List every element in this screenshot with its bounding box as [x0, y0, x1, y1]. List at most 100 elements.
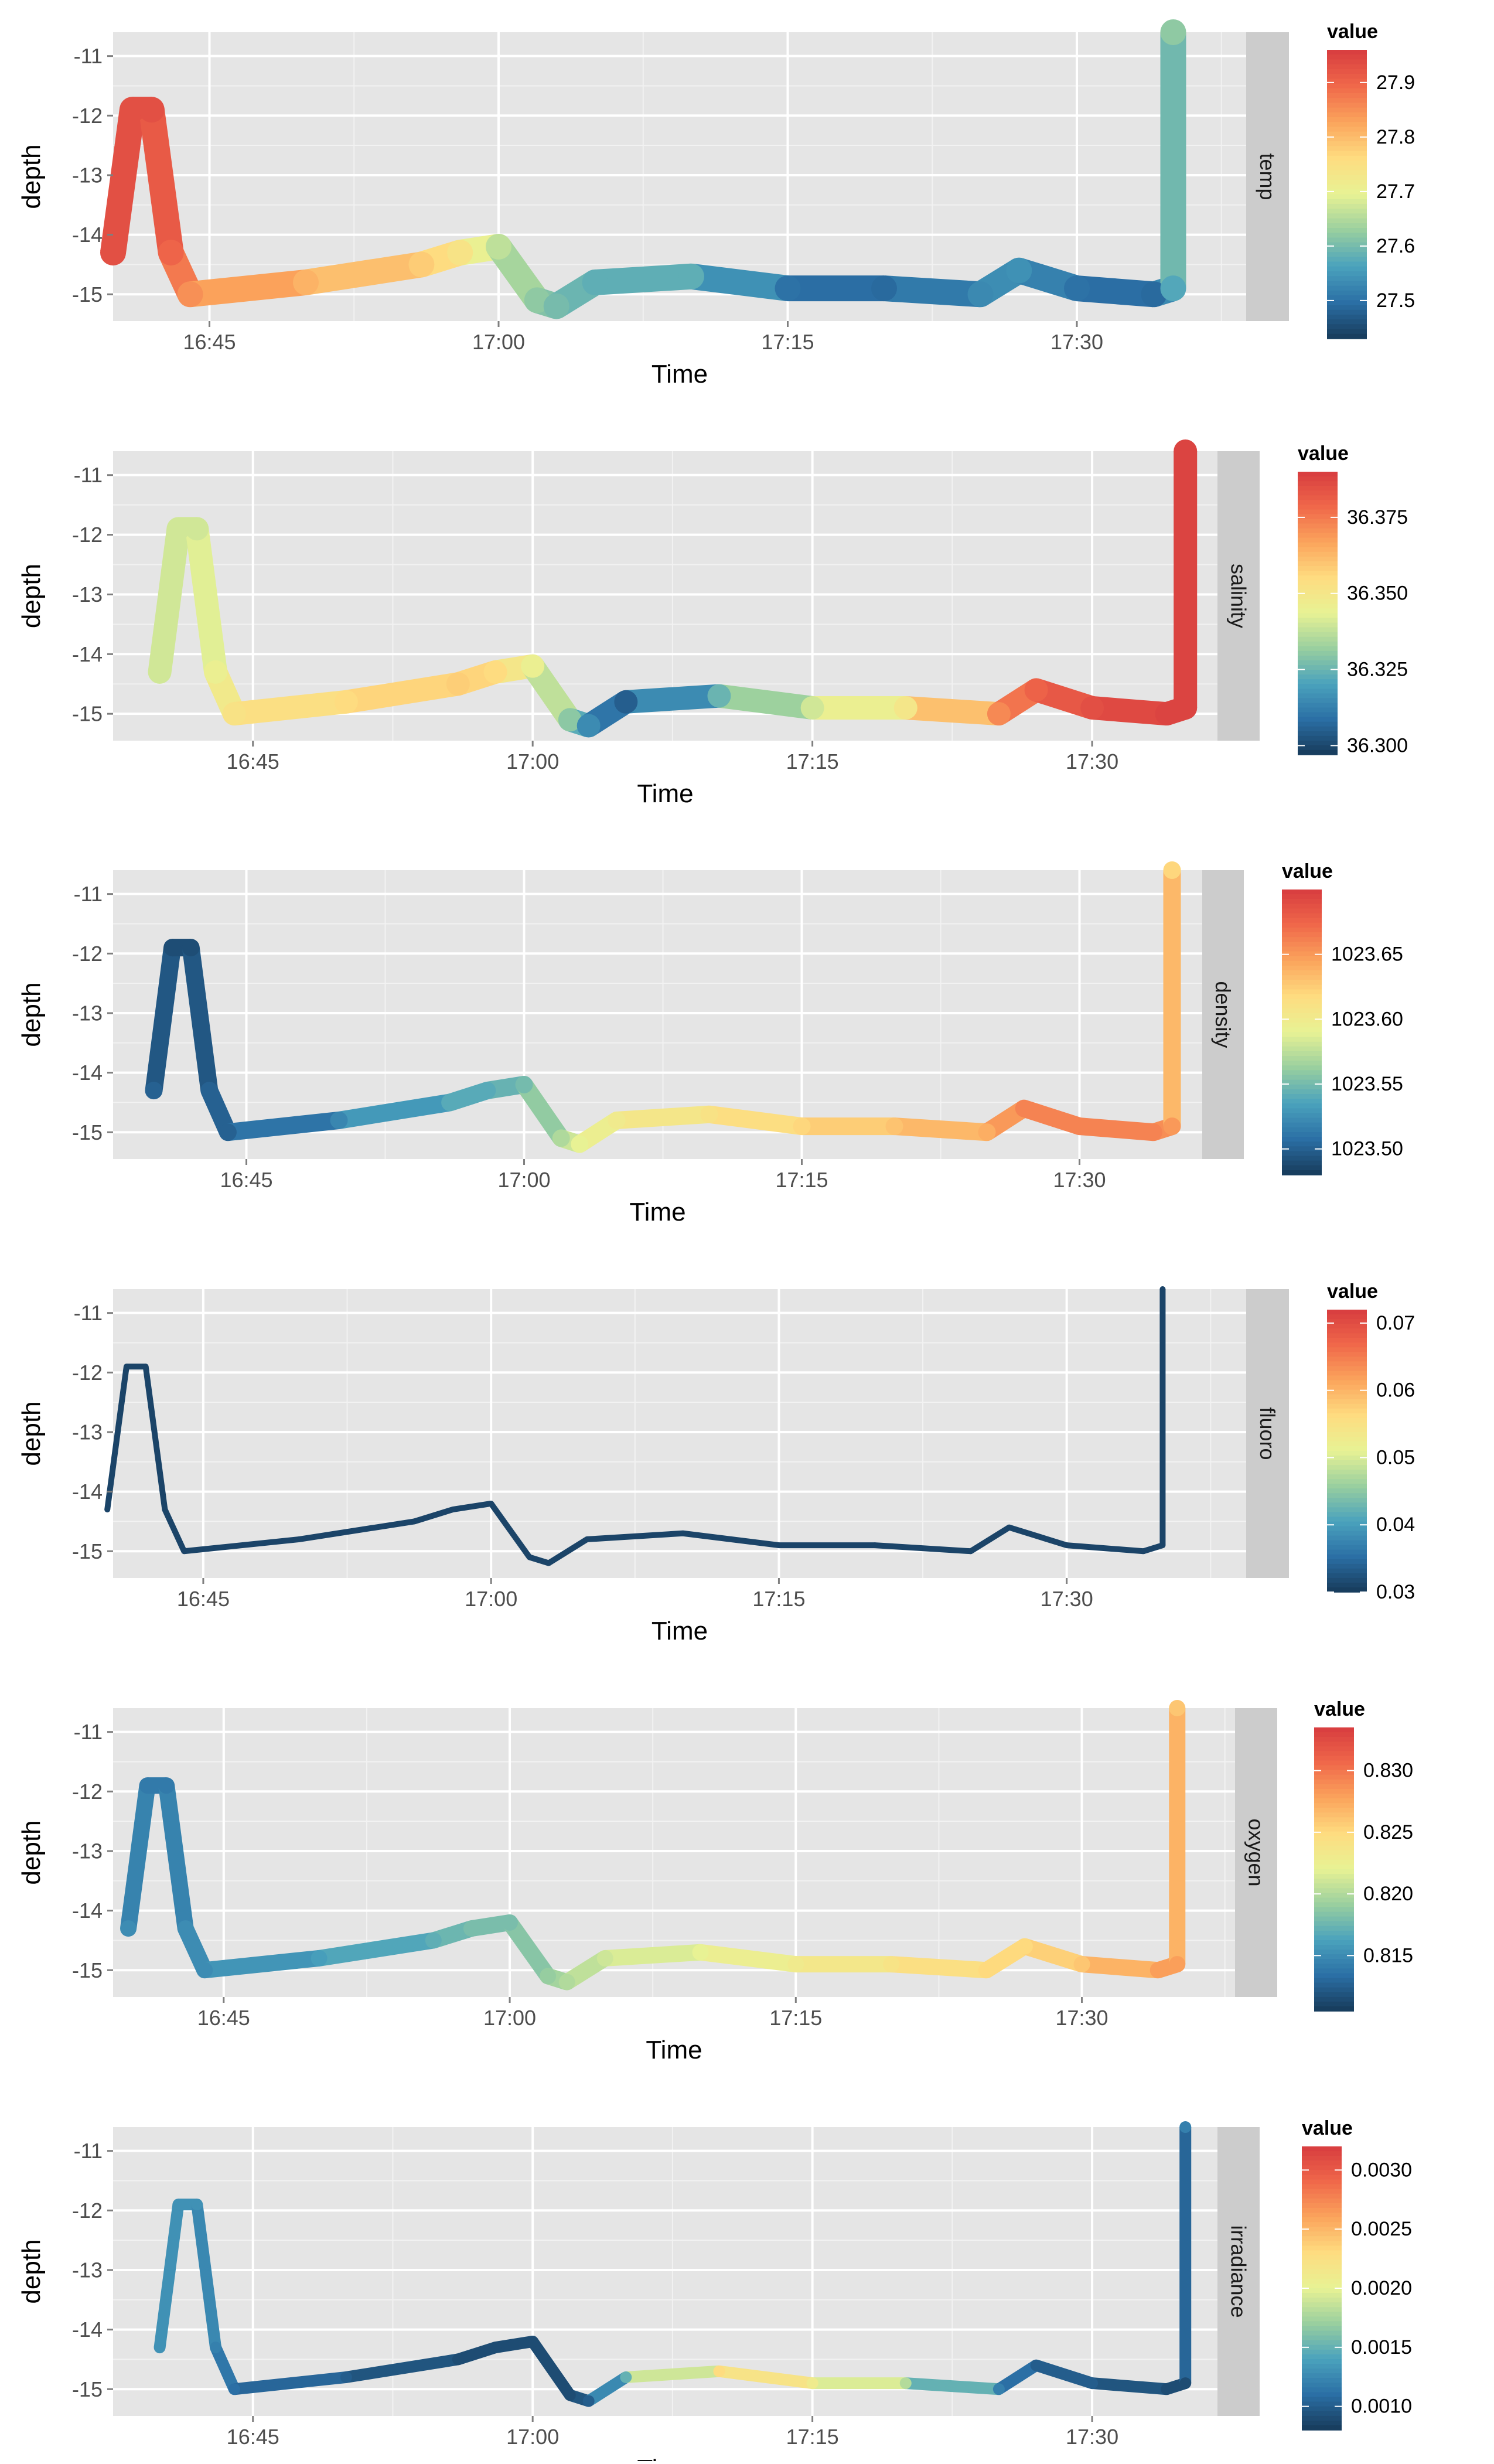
data-point: [196, 1962, 213, 1979]
colorbar-segment: [1282, 1146, 1322, 1152]
colorbar-segment: [1327, 1540, 1367, 1546]
colorbar-segment: [1302, 2250, 1342, 2256]
colorbar-segment: [1282, 1041, 1322, 1047]
legend-tick-label: 0.0020: [1351, 2277, 1412, 2299]
colorbar-segment: [1298, 519, 1338, 524]
x-tick-label: 17:30: [1066, 2425, 1118, 2449]
colorbar-segment: [1327, 1531, 1367, 1536]
series-segment: [337, 1093, 452, 1129]
colorbar-segment: [1327, 1422, 1367, 1428]
data-point: [340, 2371, 352, 2383]
y-tick-label: -12: [72, 2199, 103, 2223]
data-point: [1159, 1542, 1166, 1549]
colorbar-segment: [1298, 707, 1338, 713]
colorbar-segment: [1282, 1160, 1322, 1166]
y-tick-label: -14: [72, 223, 103, 247]
series-segment: [100, 108, 145, 255]
colorbar-segment: [1314, 1808, 1354, 1813]
facet-label: oxygen: [1244, 1818, 1268, 1886]
colorbar-segment: [1327, 107, 1367, 113]
colorbar-segment: [1282, 918, 1322, 923]
colorbar-segment: [1327, 1507, 1367, 1513]
colorbar-segment: [1327, 1319, 1367, 1324]
colorbar-segment: [1327, 309, 1367, 315]
x-tick-label: 16:45: [220, 1168, 272, 1192]
data-point: [1159, 1286, 1166, 1292]
colorbar-segment: [1282, 951, 1322, 957]
colorbar-segment: [1298, 500, 1338, 506]
colorbar-segment: [1314, 1992, 1354, 1998]
colorbar-segment: [1327, 136, 1367, 142]
colorbar-segment: [1298, 556, 1338, 562]
colorbar-segment: [1327, 1516, 1367, 1522]
series-segment: [191, 2203, 221, 2349]
colorbar-segment: [1302, 2344, 1342, 2350]
colorbar-segment: [1298, 486, 1338, 491]
colorbar-segment: [1327, 305, 1367, 311]
colorbar-segment: [1298, 594, 1338, 600]
data-point: [142, 1364, 149, 1370]
colorbar-segment: [1327, 1413, 1367, 1419]
y-tick-label: -14: [72, 642, 103, 666]
data-point: [452, 2353, 464, 2366]
data-point: [191, 2199, 203, 2211]
legend-tick-label: 0.03: [1376, 1581, 1415, 1603]
x-axis-title: Time: [637, 779, 693, 808]
colorbar-segment: [1327, 1417, 1367, 1423]
colorbar-segment: [1327, 1521, 1367, 1527]
data-point: [1063, 1542, 1070, 1549]
colorbar-segment: [1298, 731, 1338, 737]
colorbar-segment: [1298, 476, 1338, 482]
colorbar-segment: [1298, 721, 1338, 727]
data-point: [582, 269, 608, 295]
colorbar-segment: [1314, 1756, 1354, 1761]
colorbar-segment: [1302, 2383, 1342, 2388]
series-segment: [189, 270, 308, 308]
chart-panel-fluoro: fluoro -11 -12 -13 -14 -15 16:45 17:00 17:15 17:3…: [17, 1280, 1415, 1645]
colorbar-segment: [1282, 965, 1322, 971]
colorbar-segment: [1327, 59, 1367, 65]
colorbar-segment: [1298, 749, 1338, 755]
colorbar-segment: [1327, 333, 1367, 339]
colorbar-segment: [1302, 2245, 1342, 2251]
colorbar-segment: [1327, 1352, 1367, 1358]
data-point: [1086, 2377, 1099, 2390]
colorbar-segment: [1302, 2420, 1342, 2426]
colorbar-segment: [1298, 505, 1338, 510]
colorbar-segment: [1298, 599, 1338, 605]
colorbar-segment: [1298, 514, 1338, 520]
colorbar-segment: [1327, 127, 1367, 132]
data-point: [200, 1082, 219, 1100]
colorbar-segment: [1282, 1127, 1322, 1133]
series-segment: [1142, 1542, 1164, 1555]
colorbar-segment: [1298, 641, 1338, 647]
data-point: [228, 2383, 240, 2395]
colorbar-segment: [1327, 179, 1367, 185]
y-axis-title: depth: [17, 144, 46, 209]
colorbar-segment: [1282, 1056, 1322, 1061]
data-point: [596, 1950, 613, 1967]
x-tick-label: 17:00: [506, 2425, 559, 2449]
colorbar-segment: [1327, 1342, 1367, 1348]
legend-tick-label: 27.9: [1376, 71, 1415, 94]
legend-title: value: [1282, 860, 1333, 882]
colorbar-segment: [1282, 956, 1322, 962]
colorbar-segment: [1282, 960, 1322, 966]
colorbar-segment: [1282, 1013, 1322, 1018]
colorbar-segment: [1282, 1122, 1322, 1128]
data-point: [564, 2389, 576, 2401]
colorbar-segment: [1327, 170, 1367, 176]
colorbar-segment: [1302, 2236, 1342, 2242]
colorbar-segment: [1327, 1451, 1367, 1456]
colorbar-segment: [1327, 1432, 1367, 1437]
series-segment: [883, 275, 981, 308]
colorbar-segment: [1282, 1032, 1322, 1038]
series-segment: [182, 946, 219, 1092]
colorbar-segment: [1314, 1742, 1354, 1747]
colorbar-segment: [1298, 589, 1338, 595]
series-segment: [547, 1536, 589, 1566]
y-tick-label: -14: [72, 1480, 103, 1504]
series-segment: [517, 1079, 569, 1143]
